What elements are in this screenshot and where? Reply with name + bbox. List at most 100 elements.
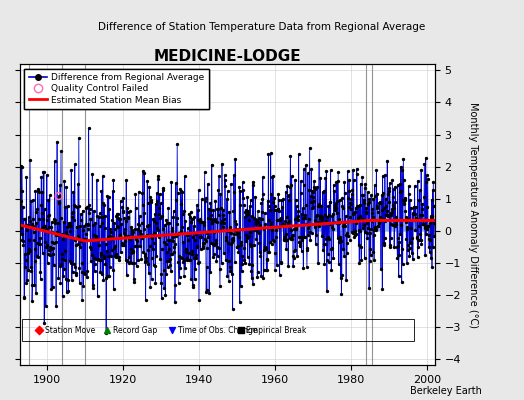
Point xyxy=(304,232,312,238)
Point xyxy=(363,235,372,242)
Point xyxy=(424,232,433,238)
Point xyxy=(396,231,405,238)
Point xyxy=(264,197,272,204)
Point xyxy=(171,282,179,288)
Point xyxy=(139,210,148,216)
Point xyxy=(326,167,335,173)
Point xyxy=(336,234,345,240)
Point xyxy=(253,228,261,234)
Point xyxy=(266,222,275,229)
Point xyxy=(102,240,110,247)
Point xyxy=(172,215,181,221)
Point xyxy=(158,213,167,219)
Point xyxy=(64,288,72,294)
Point xyxy=(401,214,410,220)
Point xyxy=(424,223,432,229)
Point xyxy=(420,161,429,167)
Point xyxy=(353,166,361,172)
Point xyxy=(308,205,316,212)
Point xyxy=(237,242,245,248)
Point xyxy=(105,233,114,239)
Point xyxy=(204,214,212,221)
Point xyxy=(162,270,170,277)
Point xyxy=(276,272,284,278)
Point xyxy=(198,218,206,225)
Point xyxy=(212,237,220,244)
Point xyxy=(48,238,57,245)
Point xyxy=(84,221,93,227)
Point xyxy=(272,217,281,224)
Point xyxy=(383,208,391,214)
Point xyxy=(364,201,373,208)
Point xyxy=(390,199,399,205)
Point xyxy=(213,252,222,259)
Point xyxy=(42,172,51,178)
Point xyxy=(94,256,102,262)
Point xyxy=(136,233,145,239)
Point xyxy=(312,232,321,238)
Point xyxy=(358,192,366,198)
Point xyxy=(302,221,310,227)
Point xyxy=(344,168,352,174)
Point xyxy=(370,256,378,263)
Point xyxy=(180,208,189,214)
Point xyxy=(397,222,406,229)
Point xyxy=(324,251,332,258)
Point xyxy=(210,242,219,248)
Point xyxy=(127,224,135,230)
Point xyxy=(372,226,380,232)
Point xyxy=(83,274,91,280)
Point xyxy=(194,217,202,224)
Point xyxy=(403,224,411,230)
Point xyxy=(385,185,393,192)
Point xyxy=(140,226,148,232)
Point xyxy=(98,271,106,278)
Point xyxy=(335,239,344,246)
Point xyxy=(166,237,174,244)
Point xyxy=(409,217,418,223)
Point xyxy=(174,230,183,236)
Point xyxy=(52,303,60,309)
Point xyxy=(100,253,108,260)
Point xyxy=(205,290,213,297)
Point xyxy=(36,241,44,247)
Point xyxy=(65,221,73,228)
Point xyxy=(334,169,342,176)
Text: Empirical Break: Empirical Break xyxy=(246,326,307,334)
Point xyxy=(316,174,324,181)
Point xyxy=(214,187,223,193)
Point xyxy=(130,279,138,285)
Point xyxy=(428,264,436,270)
Point xyxy=(397,163,405,170)
Point xyxy=(81,236,89,242)
Point xyxy=(385,198,394,205)
Point xyxy=(253,274,261,280)
Point xyxy=(287,182,296,189)
Point xyxy=(83,268,92,275)
Point xyxy=(16,225,25,231)
Point xyxy=(41,239,49,245)
Point xyxy=(362,229,370,236)
Point xyxy=(87,258,95,264)
Point xyxy=(80,236,88,242)
Point xyxy=(219,206,227,213)
Point xyxy=(68,214,77,221)
Point xyxy=(125,235,133,241)
Point xyxy=(103,193,112,199)
Point xyxy=(229,235,237,241)
Point xyxy=(103,247,111,254)
Point xyxy=(31,209,40,215)
Point xyxy=(50,239,58,246)
Point xyxy=(213,206,222,212)
Point xyxy=(274,191,282,197)
Point xyxy=(108,188,117,194)
Point xyxy=(115,216,124,222)
Point xyxy=(250,242,258,248)
Point xyxy=(372,226,380,233)
Title: MEDICINE-LODGE: MEDICINE-LODGE xyxy=(154,49,301,64)
Point xyxy=(136,213,144,219)
Point xyxy=(195,216,204,222)
Point xyxy=(250,216,259,222)
Point xyxy=(196,246,205,252)
Point xyxy=(36,276,45,282)
